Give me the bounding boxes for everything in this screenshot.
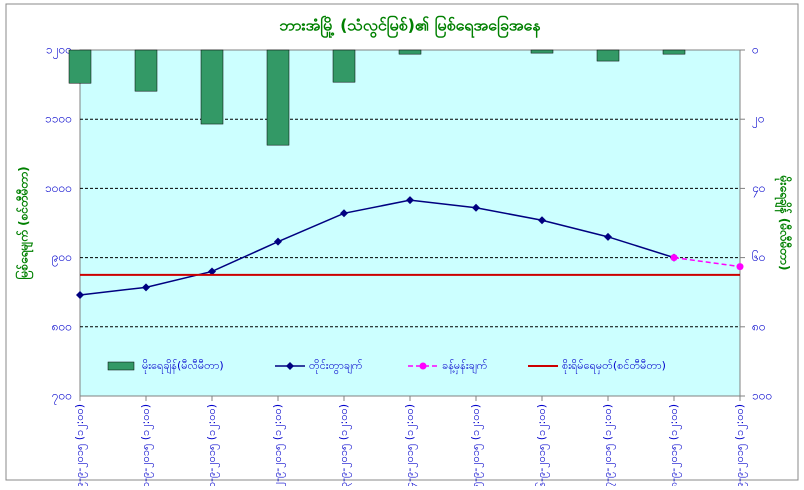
legend-marker: [419, 362, 427, 370]
y2-tick-label: ၆၀: [752, 249, 766, 264]
line: [79, 199, 675, 296]
y-tick-label: ၁၀၀၀: [45, 181, 72, 195]
bar: [200, 49, 224, 125]
marker: [76, 290, 84, 299]
x-tick-label: ၁၄-၉-၂၀၁၅ (၁၂:၀၀): [403, 404, 418, 486]
y-tick-label: ၁၂၀၀: [46, 43, 72, 60]
x-tick-label: ၁၁-၉-၂၀၁၅ (၁၂:၀၀): [205, 404, 220, 486]
x-tick-label: ၁၂-၉-၂၀၁၅ (၁၂:၀၀): [271, 404, 286, 486]
marker: [538, 216, 546, 225]
x-tick-label: ၁၇-၉-၂၀၁၅ (၁၂:၀၀): [601, 404, 616, 486]
bar: [134, 49, 158, 92]
y2-axis-label: မိုးရေချိန် (မီလီမီတာ): [774, 175, 794, 271]
y-tick-label: ၇၀၀: [52, 389, 72, 406]
x-tick-label: ၁၃-၉-၂၀၁၅ (၁၂:၀၀): [337, 404, 352, 486]
marker: [142, 283, 150, 292]
y2-tick-label: ၁၀၀: [752, 389, 772, 403]
x-tick-label: ၁၀-၉-၂၀၁၅ (၁၂:၀၀): [139, 404, 154, 486]
x-tick-label: ၁၈-၉-၂၀၁၅ (၁၂:၀၀): [667, 404, 682, 486]
bar: [332, 49, 356, 83]
marker: [604, 232, 612, 241]
legend-label: မိုးရေချိန်(မီလီမီတာ): [142, 359, 224, 374]
marker: [472, 203, 480, 212]
x-tick-label: ၁၉-၉-၂၀၁၅ (၁၂:၀၀): [733, 404, 748, 486]
x-tick-label: ၁၆-၉-၂၀၁၅ (၁၂:၀၀): [535, 404, 550, 486]
bar: [530, 49, 554, 54]
marker: [670, 254, 678, 262]
y2-tick-label: ၄၀: [752, 181, 766, 198]
line: [673, 256, 741, 268]
y-tick-label: ၈၀၀: [52, 319, 72, 333]
bar: [68, 49, 92, 84]
bar: [266, 49, 290, 146]
y-axis-label: မြစ်ရေမျက် (စင်တီမီတာ): [14, 166, 35, 279]
y2-tick-label: ၀: [752, 43, 759, 57]
legend-label: တိုင်းတွာချက်: [309, 359, 363, 374]
plot-area: [79, 49, 741, 397]
legend-swatch: [107, 361, 135, 371]
bar: [596, 49, 620, 62]
y-tick-label: ၁၁၀၀: [45, 112, 72, 126]
x-tick-label: ၁၅-၉-၂၀၁၅ (၁၂:၀၀): [469, 404, 484, 486]
legend-label: ခန့်မှန်းချက်: [442, 359, 488, 374]
marker: [274, 237, 282, 246]
y2-tick-label: ၈၀: [752, 319, 766, 333]
bar: [662, 49, 686, 55]
marker: [406, 196, 414, 205]
marker: [208, 267, 216, 276]
marker: [736, 263, 744, 271]
y-tick-label: ၉၀၀: [52, 250, 72, 267]
marker: [340, 209, 348, 218]
legend-marker: [286, 362, 294, 370]
y2-tick-label: ၂၀: [752, 112, 765, 129]
x-tick-label: ၉-၉-၂၀၁၅ (၁၂:၀၀): [73, 404, 88, 486]
bar: [398, 49, 422, 55]
legend-label: စိုးရိမ်ရေမှတ်(စင်တီမီတာ): [562, 359, 666, 374]
